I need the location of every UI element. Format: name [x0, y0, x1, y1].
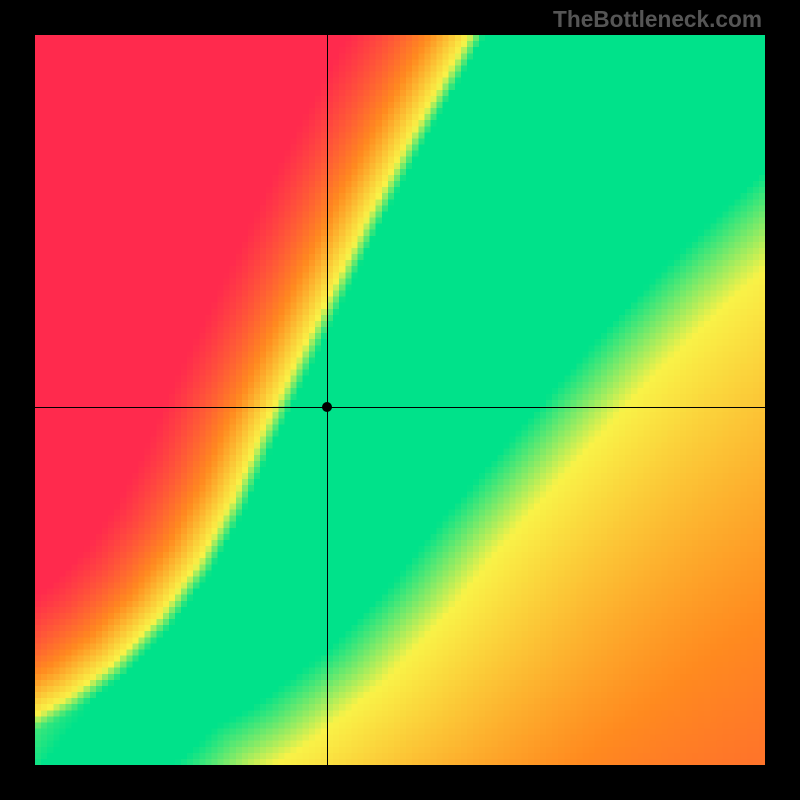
- crosshair-horizontal: [35, 407, 765, 408]
- crosshair-marker: [322, 402, 332, 412]
- plot-area: [35, 35, 765, 765]
- crosshair-vertical: [327, 35, 328, 765]
- chart-frame: TheBottleneck.com: [0, 0, 800, 800]
- watermark-text: TheBottleneck.com: [553, 6, 762, 33]
- bottleneck-heatmap: [35, 35, 765, 765]
